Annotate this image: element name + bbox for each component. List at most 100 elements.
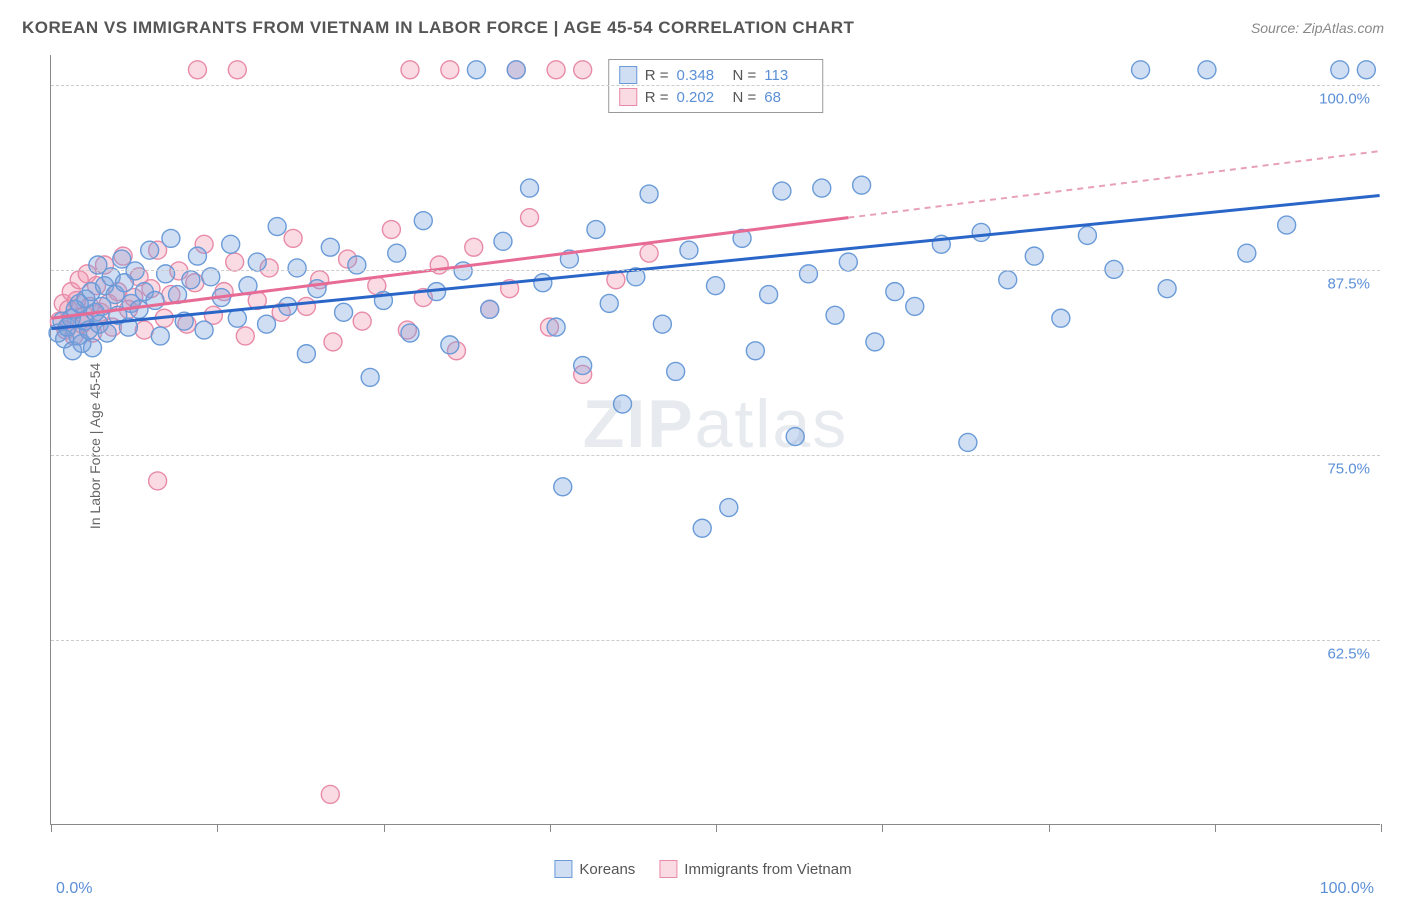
n-value-korean: 113 — [764, 67, 812, 84]
data-point — [494, 232, 512, 250]
x-tick — [384, 824, 385, 832]
data-point — [222, 235, 240, 253]
data-point — [813, 179, 831, 197]
data-point — [401, 61, 419, 79]
gridline — [51, 85, 1380, 86]
data-point — [1198, 61, 1216, 79]
data-point — [680, 241, 698, 259]
data-point — [521, 209, 539, 227]
data-point — [547, 318, 565, 336]
x-max-label: 100.0% — [1320, 880, 1374, 898]
legend-item-vietnam: Immigrants from Vietnam — [659, 860, 851, 878]
data-point — [507, 61, 525, 79]
y-tick-label: 62.5% — [1327, 645, 1370, 662]
data-point — [149, 472, 167, 490]
swatch-korean — [619, 66, 637, 84]
chart-header: KOREAN VS IMMIGRANTS FROM VIETNAM IN LAB… — [22, 18, 1384, 38]
data-point — [84, 339, 102, 357]
r-value-korean: 0.348 — [677, 67, 725, 84]
data-point — [720, 499, 738, 517]
data-point — [382, 221, 400, 239]
data-point — [640, 244, 658, 262]
data-point — [353, 312, 371, 330]
data-point — [574, 61, 592, 79]
swatch-korean — [554, 860, 572, 878]
data-point — [1331, 61, 1349, 79]
plot-area: ZIPatlas R = 0.348 N = 113 R = 0.202 N =… — [50, 55, 1380, 825]
data-point — [226, 253, 244, 271]
data-point — [228, 61, 246, 79]
data-point — [401, 324, 419, 342]
data-point — [906, 297, 924, 315]
data-point — [853, 176, 871, 194]
data-point — [441, 61, 459, 79]
data-point — [799, 265, 817, 283]
swatch-vietnam — [659, 860, 677, 878]
data-point — [268, 218, 286, 236]
data-point — [321, 238, 339, 256]
data-point — [826, 306, 844, 324]
data-point — [324, 333, 342, 351]
data-point — [614, 395, 632, 413]
data-point — [321, 785, 339, 803]
data-point — [1238, 244, 1256, 262]
data-point — [414, 212, 432, 230]
data-point — [1158, 280, 1176, 298]
x-tick — [217, 824, 218, 832]
x-min-label: 0.0% — [56, 880, 92, 898]
data-point — [126, 262, 144, 280]
data-point — [534, 274, 552, 292]
x-tick — [716, 824, 717, 832]
data-point — [693, 519, 711, 537]
data-point — [746, 342, 764, 360]
data-point — [297, 345, 315, 363]
r-label: R = — [645, 67, 669, 84]
data-point — [1052, 309, 1070, 327]
chart-container: KOREAN VS IMMIGRANTS FROM VIETNAM IN LAB… — [0, 0, 1406, 892]
data-point — [886, 283, 904, 301]
data-point — [1357, 61, 1375, 79]
data-point — [521, 179, 539, 197]
data-point — [195, 321, 213, 339]
data-point — [1025, 247, 1043, 265]
n-value-vietnam: 68 — [764, 89, 812, 106]
x-tick — [1049, 824, 1050, 832]
data-point — [258, 315, 276, 333]
r-label: R = — [645, 89, 669, 106]
x-tick — [1381, 824, 1382, 832]
chart-source: Source: ZipAtlas.com — [1251, 20, 1384, 36]
correlation-legend: R = 0.348 N = 113 R = 0.202 N = 68 — [608, 59, 824, 113]
x-tick — [882, 824, 883, 832]
data-point — [1078, 226, 1096, 244]
data-point — [1278, 216, 1296, 234]
data-point — [481, 300, 499, 318]
x-tick — [1215, 824, 1216, 832]
r-value-vietnam: 0.202 — [677, 89, 725, 106]
n-label: N = — [733, 89, 757, 106]
regression-line-vietnam-extrapolated — [848, 151, 1379, 218]
data-point — [999, 271, 1017, 289]
data-point — [284, 229, 302, 247]
data-point — [98, 324, 116, 342]
data-point — [587, 221, 605, 239]
legend-label-korean: Koreans — [579, 861, 635, 878]
data-point — [640, 185, 658, 203]
data-point — [236, 327, 254, 345]
swatch-vietnam — [619, 88, 637, 106]
data-point — [839, 253, 857, 271]
data-point — [972, 223, 990, 241]
series-legend: Koreans Immigrants from Vietnam — [554, 860, 851, 878]
gridline — [51, 455, 1380, 456]
gridline — [51, 270, 1380, 271]
y-tick-label: 75.0% — [1327, 460, 1370, 477]
legend-label-vietnam: Immigrants from Vietnam — [684, 861, 851, 878]
data-point — [554, 478, 572, 496]
data-point — [653, 315, 671, 333]
data-point — [162, 229, 180, 247]
x-tick — [550, 824, 551, 832]
y-tick-label: 100.0% — [1319, 90, 1370, 107]
x-tick — [51, 824, 52, 832]
data-point — [335, 303, 353, 321]
data-point — [574, 357, 592, 375]
data-point — [1132, 61, 1150, 79]
